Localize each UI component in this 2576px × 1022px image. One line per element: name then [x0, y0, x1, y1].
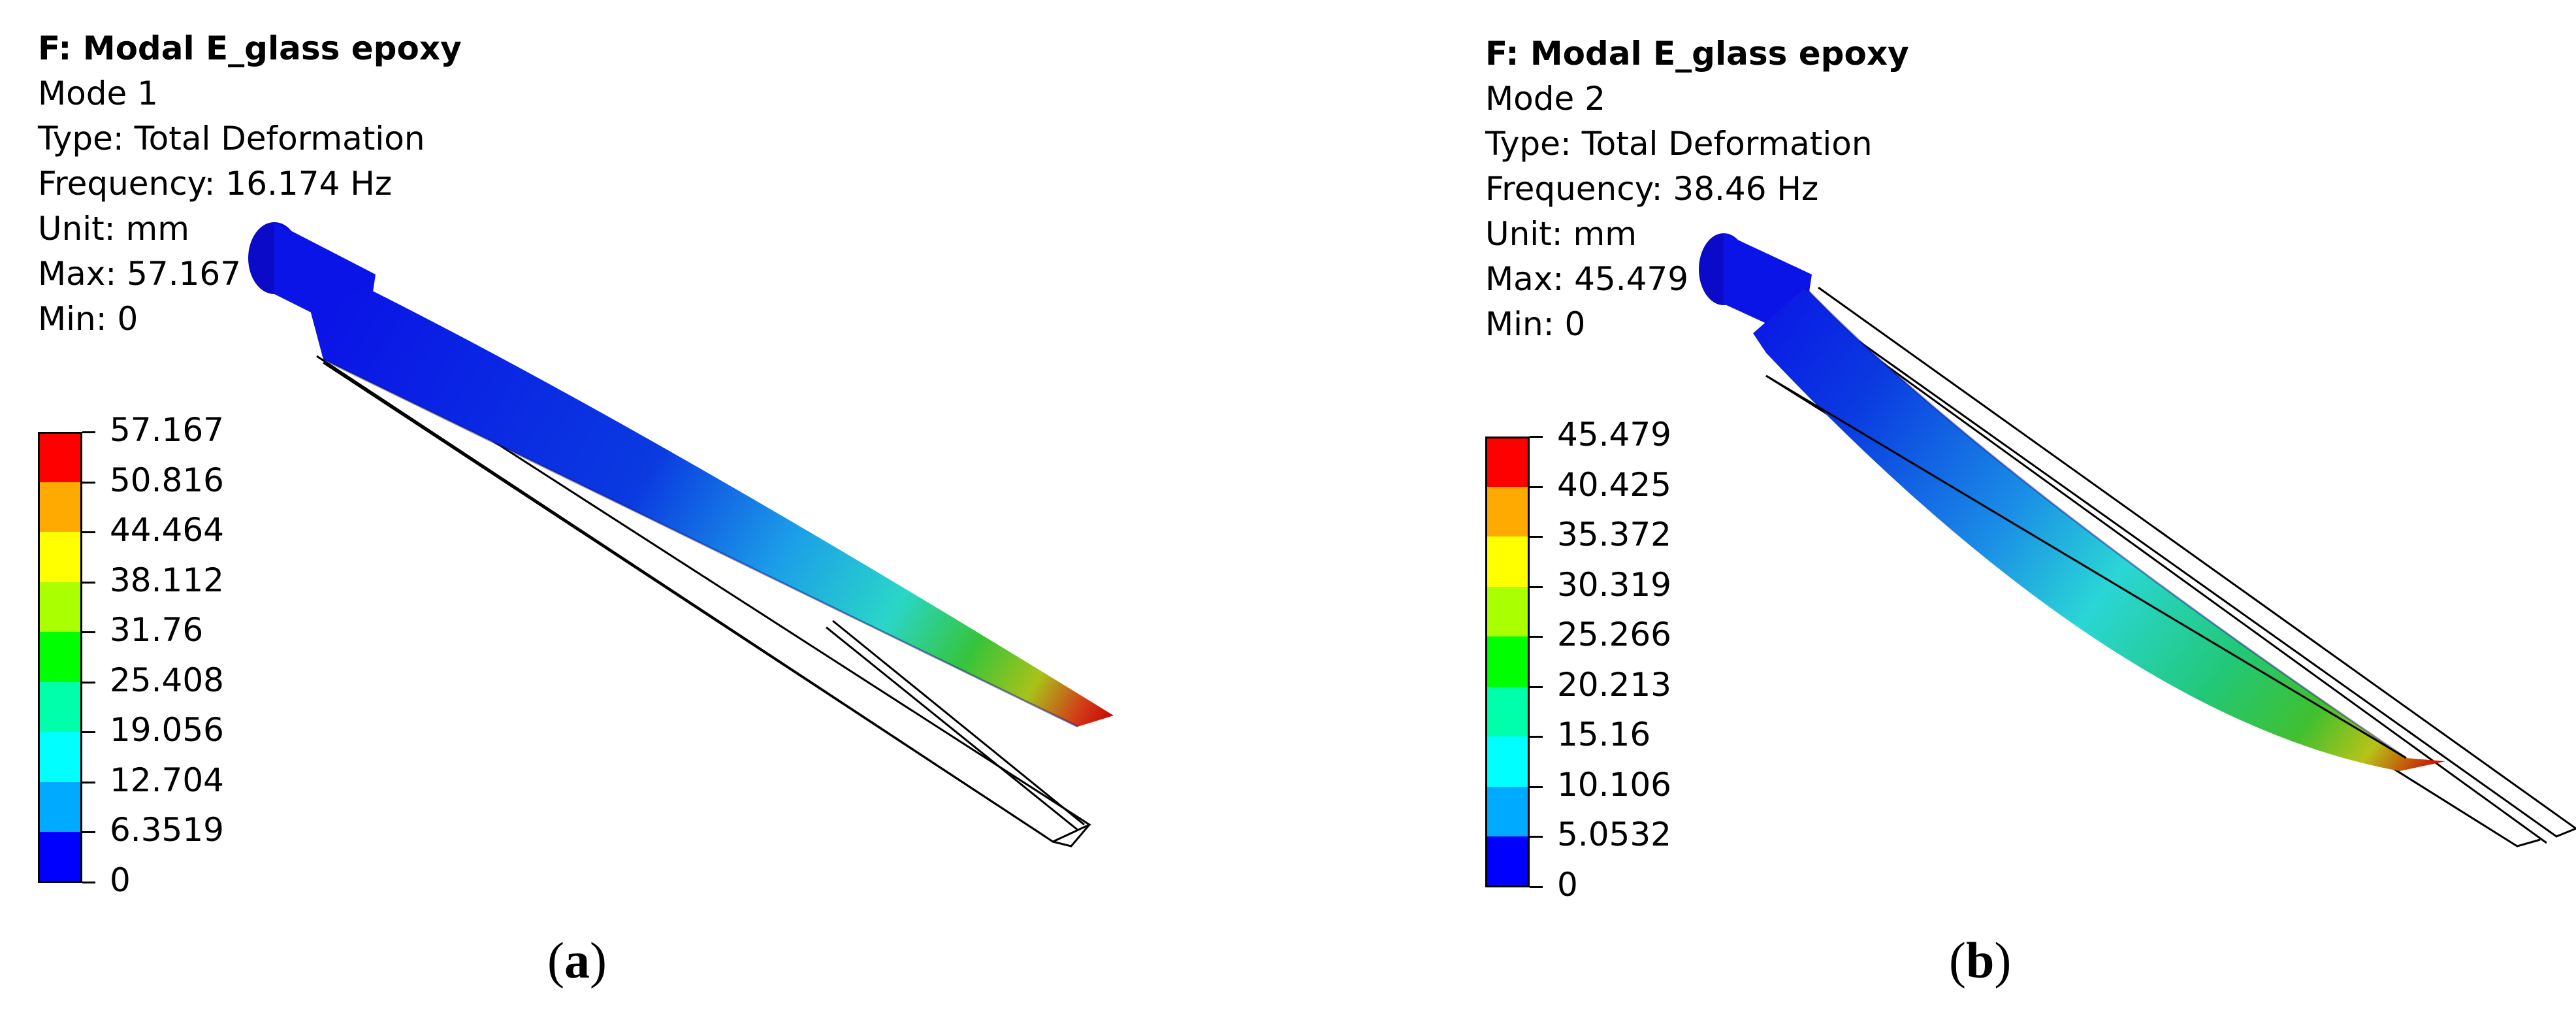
legend-band [1485, 636, 1530, 687]
legend-tick [1530, 885, 1543, 888]
legend-value: 57.167 [110, 411, 224, 449]
analysis-title: F: Modal E_glass epoxy [38, 29, 462, 67]
deformed-blade-model [1699, 233, 2576, 848]
legend-band [1485, 486, 1530, 537]
caption-b: (b) [1949, 932, 2012, 989]
legend-tick [1530, 636, 1543, 638]
legend-band [1485, 836, 1530, 887]
legend-tick [82, 431, 95, 433]
legend-value: 40.425 [1557, 465, 1671, 504]
legend-value: 5.0532 [1557, 816, 1671, 853]
legend-tick [82, 681, 95, 684]
min-label: Min: 0 [1485, 305, 1586, 343]
deformed-blade-surface [310, 288, 1114, 727]
min-label: Min: 0 [38, 300, 138, 338]
frequency-label: Frequency: 38.46 Hz [1485, 170, 1819, 208]
legend-value: 6.3519 [110, 811, 224, 849]
legend-value: 0 [110, 861, 131, 899]
result-type: Type: Total Deformation [1485, 125, 1873, 163]
legend-value: 25.266 [1557, 616, 1671, 653]
deformed-blade-surface [1753, 288, 2445, 771]
legend-band [38, 832, 82, 883]
legend-value: 25.408 [110, 661, 224, 699]
legend-tick [82, 531, 95, 533]
mode-label: Mode 1 [38, 74, 158, 112]
legend-tick [1530, 836, 1543, 838]
caption-a: (a) [547, 932, 607, 989]
legend-tick [1530, 536, 1543, 538]
legend-band [38, 632, 82, 683]
legend-tick [82, 581, 95, 584]
legend-tick [1530, 785, 1543, 788]
legend-value: 0 [1557, 865, 1578, 904]
legend-band [1485, 686, 1530, 737]
legend-band [38, 482, 82, 533]
legend-tick [82, 631, 95, 633]
legend-tick [82, 881, 95, 883]
legend-band [1485, 586, 1530, 637]
legend-value: 35.372 [1557, 516, 1671, 553]
legend-band [1485, 736, 1530, 787]
legend-tick [1530, 736, 1543, 738]
max-label: Max: 57.167 [38, 255, 242, 293]
result-header: F: Modal E_glass epoxy Mode 1 Type: Tota… [38, 26, 462, 342]
legend-band [38, 682, 82, 733]
legend-band [38, 782, 82, 832]
legend-value: 30.319 [1557, 565, 1671, 604]
result-header: F: Modal E_glass epoxy Mode 2 Type: Tota… [1485, 31, 1909, 347]
legend-value: 45.479 [1557, 416, 1671, 453]
mode-label: Mode 2 [1485, 80, 1605, 118]
legend-band [38, 532, 82, 583]
legend-band [1485, 786, 1530, 837]
legend-tick [82, 481, 95, 484]
legend-band [1485, 437, 1530, 487]
max-label: Max: 45.479 [1485, 260, 1689, 298]
legend-tick [1530, 486, 1543, 488]
panel-a: F: Modal E_glass epoxy Mode 1 Type: Tota… [0, 0, 1280, 1022]
legend-value: 31.76 [110, 611, 204, 649]
unit-label: Unit: mm [1485, 215, 1637, 253]
unit-label: Unit: mm [38, 210, 189, 248]
legend-value: 38.112 [110, 561, 224, 599]
legend-tick [1530, 585, 1543, 588]
undeformed-outline [316, 352, 1092, 848]
legend-tick [1530, 436, 1543, 438]
legend-value: 19.056 [110, 711, 224, 749]
legend-value: 15.16 [1557, 716, 1651, 753]
legend-value: 20.213 [1557, 665, 1671, 704]
legend-tick [82, 731, 95, 733]
legend-band [1485, 536, 1530, 587]
panel-b: F: Modal E_glass epoxy Mode 2 Type: Tota… [1296, 0, 2576, 1022]
legend-tick [82, 831, 95, 833]
legend-tick [1530, 685, 1543, 688]
legend-value: 12.704 [110, 761, 224, 799]
legend-value: 44.464 [110, 511, 224, 549]
legend-value: 10.106 [1557, 765, 1671, 804]
legend-band [38, 432, 82, 483]
deformed-blade-model [248, 222, 1114, 848]
analysis-title: F: Modal E_glass epoxy [1485, 35, 1909, 73]
frequency-label: Frequency: 16.174 Hz [38, 165, 393, 203]
result-type: Type: Total Deformation [38, 120, 425, 157]
legend-tick [82, 781, 95, 783]
legend-value: 50.816 [110, 461, 224, 499]
legend-band [38, 732, 82, 783]
legend-band [38, 582, 82, 633]
